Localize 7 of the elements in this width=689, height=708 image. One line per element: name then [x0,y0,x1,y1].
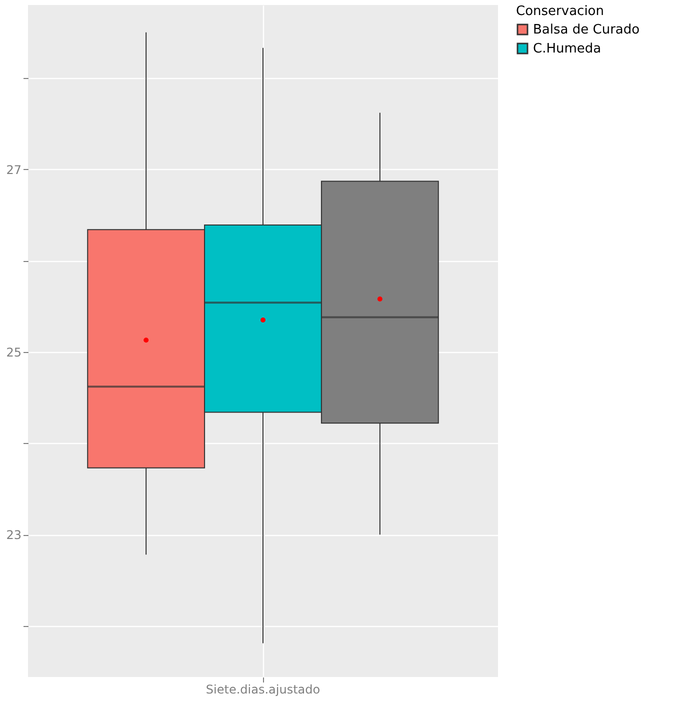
legend-label: C.Humeda [533,42,602,56]
y-tick-label: 25 [6,345,22,360]
y-tick-label: 23 [6,528,22,542]
legend-label: Balsa de Curado [533,22,640,38]
legend-title: Conservacion [516,4,604,19]
x-tick-label: Siete.dias.ajustado [206,682,320,696]
y-tick-label: 27 [6,162,22,177]
